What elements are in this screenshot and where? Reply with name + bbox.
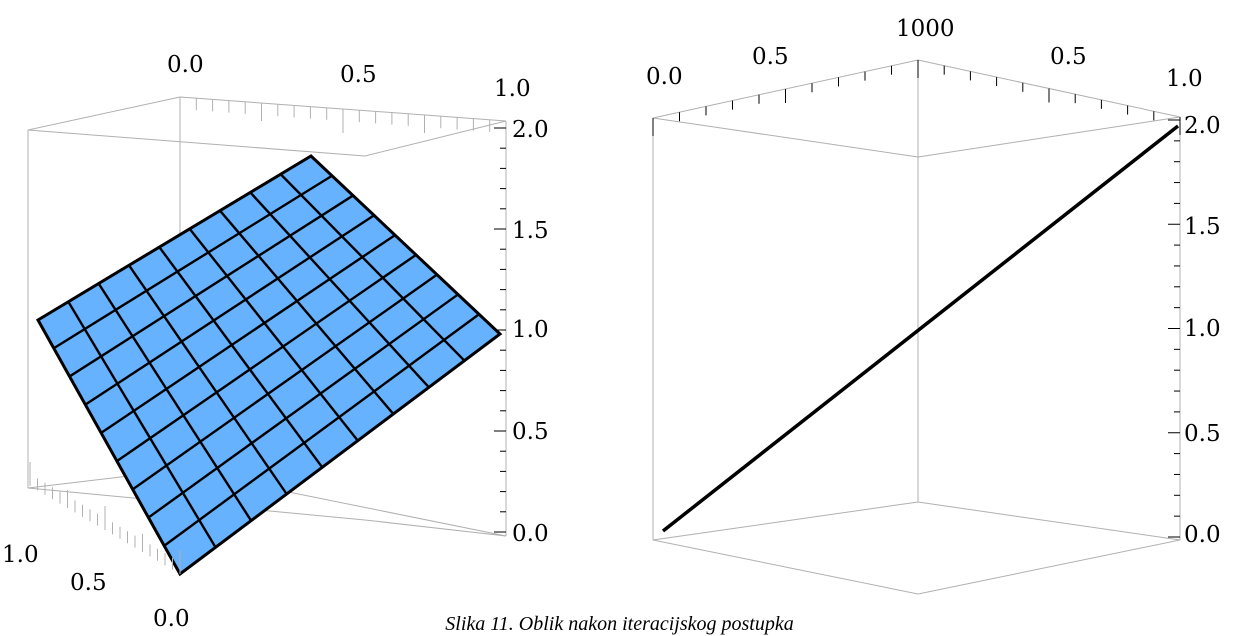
y-tick-label: 0.5 [70, 570, 107, 596]
box-edge [364, 519, 507, 537]
x-tick-label: 0.5 [340, 62, 377, 88]
mesh-line [100, 234, 396, 434]
z-tick-label: 0.5 [512, 419, 549, 445]
mesh-line [158, 246, 324, 469]
figure-caption: Slika 11. Oblik nakon iteracijskog postu… [445, 613, 794, 635]
y-tick-label: 1.0 [2, 542, 39, 568]
box-edge [652, 117, 919, 158]
box-edge [652, 501, 919, 541]
mesh-line [163, 313, 480, 547]
mesh-line [67, 301, 217, 548]
mesh-line [131, 273, 438, 491]
x-tick-label: 0.0 [167, 52, 204, 78]
line-plot: 0.0 0.5 1000 0.5 1.0 2.0 1.5 1.0 0.5 0.0 [646, 16, 1221, 595]
box-edge [27, 129, 366, 157]
mesh-line [249, 191, 430, 389]
z-tick-label: 2.0 [512, 117, 549, 143]
mesh-line [128, 264, 288, 495]
mesh-line [219, 209, 395, 415]
z-tick-label: 0.0 [512, 521, 549, 547]
surface-plot: 0.0 0.5 1.0 1.0 0.5 0.0 2.0 1.5 1.0 0.5 0.0 [2, 52, 549, 632]
mesh-line [188, 228, 359, 442]
box-edge [917, 539, 1181, 595]
mesh-line [68, 194, 354, 378]
box-edge [652, 539, 919, 595]
x-tick-label: 0.5 [752, 44, 789, 70]
z-tick-label: 1.5 [512, 218, 549, 244]
box-edge [364, 120, 507, 157]
z-tick-label: 0.5 [1184, 421, 1221, 447]
z-tick-label: 2.0 [1184, 113, 1221, 139]
box-edge [917, 116, 1181, 158]
x-tick-label: 1.0 [494, 76, 531, 102]
x-tick-label: 0.0 [646, 64, 683, 90]
y-tick-label: 0.0 [153, 606, 190, 632]
z-tick-label: 0.0 [1184, 522, 1221, 548]
series-line [661, 124, 1180, 533]
mesh-line [97, 282, 253, 522]
mesh-line [147, 293, 459, 519]
z-tick-label: 1.0 [512, 317, 549, 343]
mesh-line [116, 253, 417, 463]
mesh-line [279, 173, 466, 362]
mesh-line [84, 214, 375, 406]
z-tick-label: 1.0 [1184, 316, 1221, 342]
x-tick-label: 1000 [896, 16, 955, 42]
x-tick-label: 1.0 [1166, 66, 1203, 92]
mesh-line [53, 174, 333, 350]
box-edge [27, 96, 181, 131]
box-edge [917, 501, 1181, 541]
z-tick-label: 1.5 [1184, 214, 1221, 240]
x-tick-label: 0.5 [1050, 44, 1087, 70]
